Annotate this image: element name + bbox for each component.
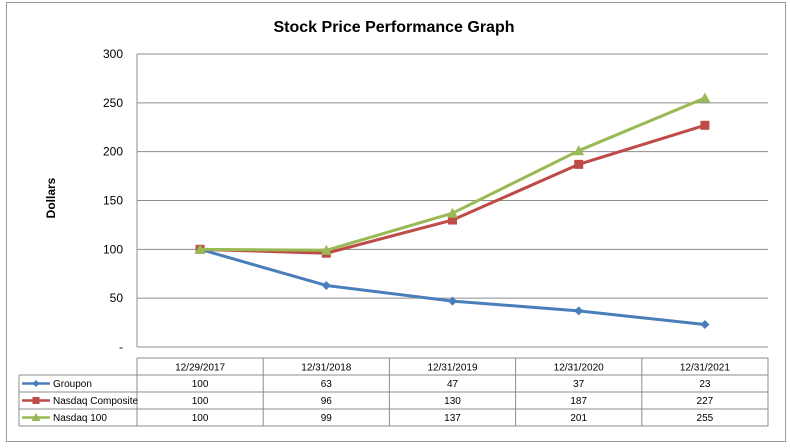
table-cell-value: 100 bbox=[192, 413, 209, 424]
series-line bbox=[200, 123, 706, 255]
y-tick-labels: - 50 100 150 200 250 300 bbox=[103, 47, 123, 354]
table-cell-value: 63 bbox=[321, 379, 333, 390]
y-tick-label: 100 bbox=[103, 242, 123, 256]
series-groupon bbox=[195, 244, 710, 330]
data-point bbox=[573, 145, 585, 156]
data-point bbox=[699, 92, 711, 103]
legend-series-label: Nasdaq 100 bbox=[53, 413, 107, 424]
data-point bbox=[574, 159, 584, 169]
table-cell-value: 23 bbox=[699, 379, 711, 390]
data-point bbox=[447, 207, 458, 218]
table-cell-value: 187 bbox=[570, 396, 587, 407]
legend-key-marker bbox=[32, 380, 40, 387]
y-tick-label: 250 bbox=[103, 96, 123, 110]
table-cell-value: 100 bbox=[192, 396, 209, 407]
legend-key-marker bbox=[31, 413, 41, 421]
table-header-category: 12/31/2018 bbox=[301, 363, 351, 374]
table-cell-value: 130 bbox=[444, 396, 461, 407]
series-line bbox=[200, 96, 706, 252]
table-header-category: 12/31/2021 bbox=[680, 363, 730, 374]
legend-series-label: Nasdaq Composite bbox=[53, 396, 138, 407]
series-line bbox=[199, 247, 706, 327]
chart-frame bbox=[6, 2, 786, 442]
table-cell-value: 255 bbox=[697, 413, 714, 424]
series-lines bbox=[194, 92, 711, 330]
data-point bbox=[448, 215, 457, 225]
table-cell-value: 37 bbox=[573, 379, 585, 390]
table-cell-value: 100 bbox=[192, 379, 209, 390]
data-point bbox=[321, 280, 331, 290]
data-point bbox=[700, 320, 710, 330]
table-cell-value: 96 bbox=[321, 396, 333, 407]
table-cell-value: 201 bbox=[570, 413, 587, 424]
data-point bbox=[574, 306, 584, 316]
table-cell-value: 137 bbox=[444, 413, 461, 424]
table-cell-value: 47 bbox=[447, 379, 459, 390]
y-tick-label: - bbox=[119, 340, 123, 354]
series-nasdaq-composite bbox=[195, 120, 710, 258]
data-point bbox=[320, 244, 332, 255]
y-tick-label: 200 bbox=[103, 145, 123, 159]
table-cell-value: 99 bbox=[321, 413, 333, 424]
data-table: 12/29/2017 12/31/2018 12/31/2019 12/31/2020… bbox=[18, 357, 769, 427]
table-header-category: 12/31/2020 bbox=[554, 363, 604, 374]
table-header-category: 12/31/2019 bbox=[427, 363, 477, 374]
legend-key-marker bbox=[32, 397, 40, 404]
gridlines bbox=[136, 53, 768, 348]
data-point bbox=[700, 120, 710, 130]
chart-title: Stock Price Performance Graph bbox=[274, 19, 515, 36]
table-header-category: 12/29/2017 bbox=[175, 363, 225, 374]
legend-series-label: Groupon bbox=[53, 379, 92, 390]
y-tick-label: 300 bbox=[103, 47, 123, 61]
data-point bbox=[448, 296, 457, 306]
table-cell-value: 227 bbox=[697, 396, 714, 407]
y-tick-label: 150 bbox=[103, 194, 123, 208]
series-nasdaq-100 bbox=[194, 92, 711, 255]
y-tick-label: 50 bbox=[110, 291, 124, 305]
data-point bbox=[194, 243, 206, 254]
y-axis-label: Dollars bbox=[44, 177, 58, 218]
